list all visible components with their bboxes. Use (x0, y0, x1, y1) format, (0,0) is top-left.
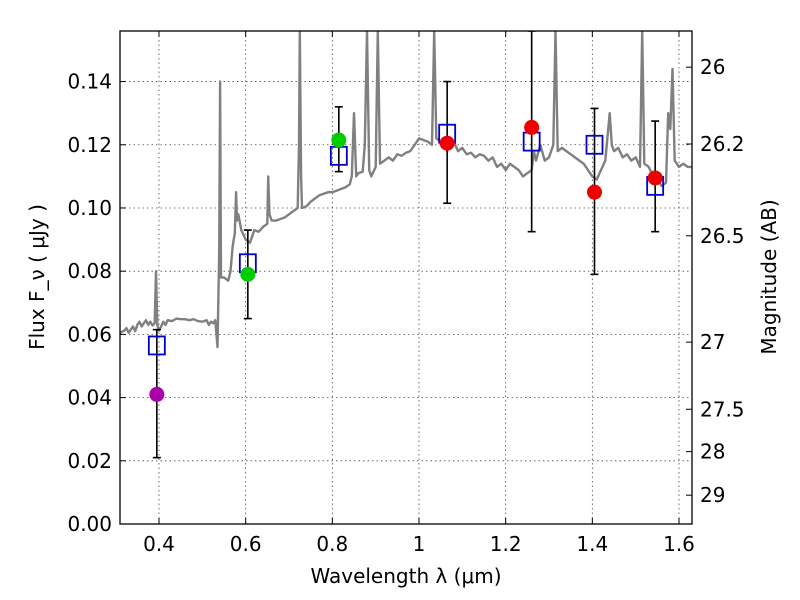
observed-point (240, 266, 256, 282)
y-axis-label: Flux F_ν ( μJy ) (25, 204, 49, 350)
template-spectrum-line (120, 31, 692, 349)
right-tick-label: 26.5 (700, 224, 745, 248)
x-tick-label: 1.6 (663, 532, 695, 556)
x-tick-label: 1 (413, 532, 426, 556)
right-tick-label: 26.2 (700, 132, 745, 156)
x-tick-label: 1.4 (576, 532, 608, 556)
y-tick-label: 0.10 (67, 196, 112, 220)
model-square (585, 134, 604, 155)
right-tick-label: 26 (700, 55, 725, 79)
y-tick-label: 0.02 (67, 449, 112, 473)
observed-photometry-points (149, 119, 663, 402)
y-tick-label: 0.04 (67, 386, 112, 410)
right-tick-label: 29 (700, 483, 725, 507)
observed-point (647, 170, 663, 186)
x-tick-labels: 0.4 0.6 0.8 1 1.2 1.4 1.6 (143, 532, 695, 556)
x-tick-label: 1.2 (490, 532, 522, 556)
error-bars (152, 31, 660, 459)
y-tick-label: 0.12 (67, 133, 112, 157)
x-tick-label: 0.6 (230, 532, 262, 556)
observed-point (524, 119, 540, 135)
grid (120, 31, 692, 525)
plot-frame (119, 30, 693, 525)
y-tick-labels: 0.00 0.02 0.04 0.06 0.08 0.10 0.12 0.14 (67, 70, 112, 536)
y-tick-label: 0.06 (67, 322, 112, 346)
model-square (147, 335, 166, 356)
right-tick-label: 27.5 (700, 397, 745, 421)
x-tick-label: 0.4 (143, 532, 175, 556)
right-tick-labels: 26 26.2 26.5 27 27.5 28 29 (700, 55, 745, 507)
observed-point (439, 135, 455, 151)
x-axis-label: Wavelength λ (μm) (310, 564, 501, 588)
right-tick-label: 27 (700, 330, 725, 354)
observed-point (149, 386, 165, 402)
right-tick-label: 28 (700, 440, 725, 464)
x-tick-label: 0.8 (316, 532, 348, 556)
plot-area (120, 31, 692, 459)
y-tick-label: 0.00 (67, 512, 112, 536)
y-tick-label: 0.14 (67, 70, 112, 94)
model-photometry-squares (147, 123, 665, 356)
axis-ticks (120, 31, 692, 525)
observed-point (587, 184, 602, 200)
right-axis-label: Magnitude (AB) (757, 199, 781, 354)
y-tick-label: 0.08 (67, 259, 112, 283)
observed-point (331, 132, 347, 148)
